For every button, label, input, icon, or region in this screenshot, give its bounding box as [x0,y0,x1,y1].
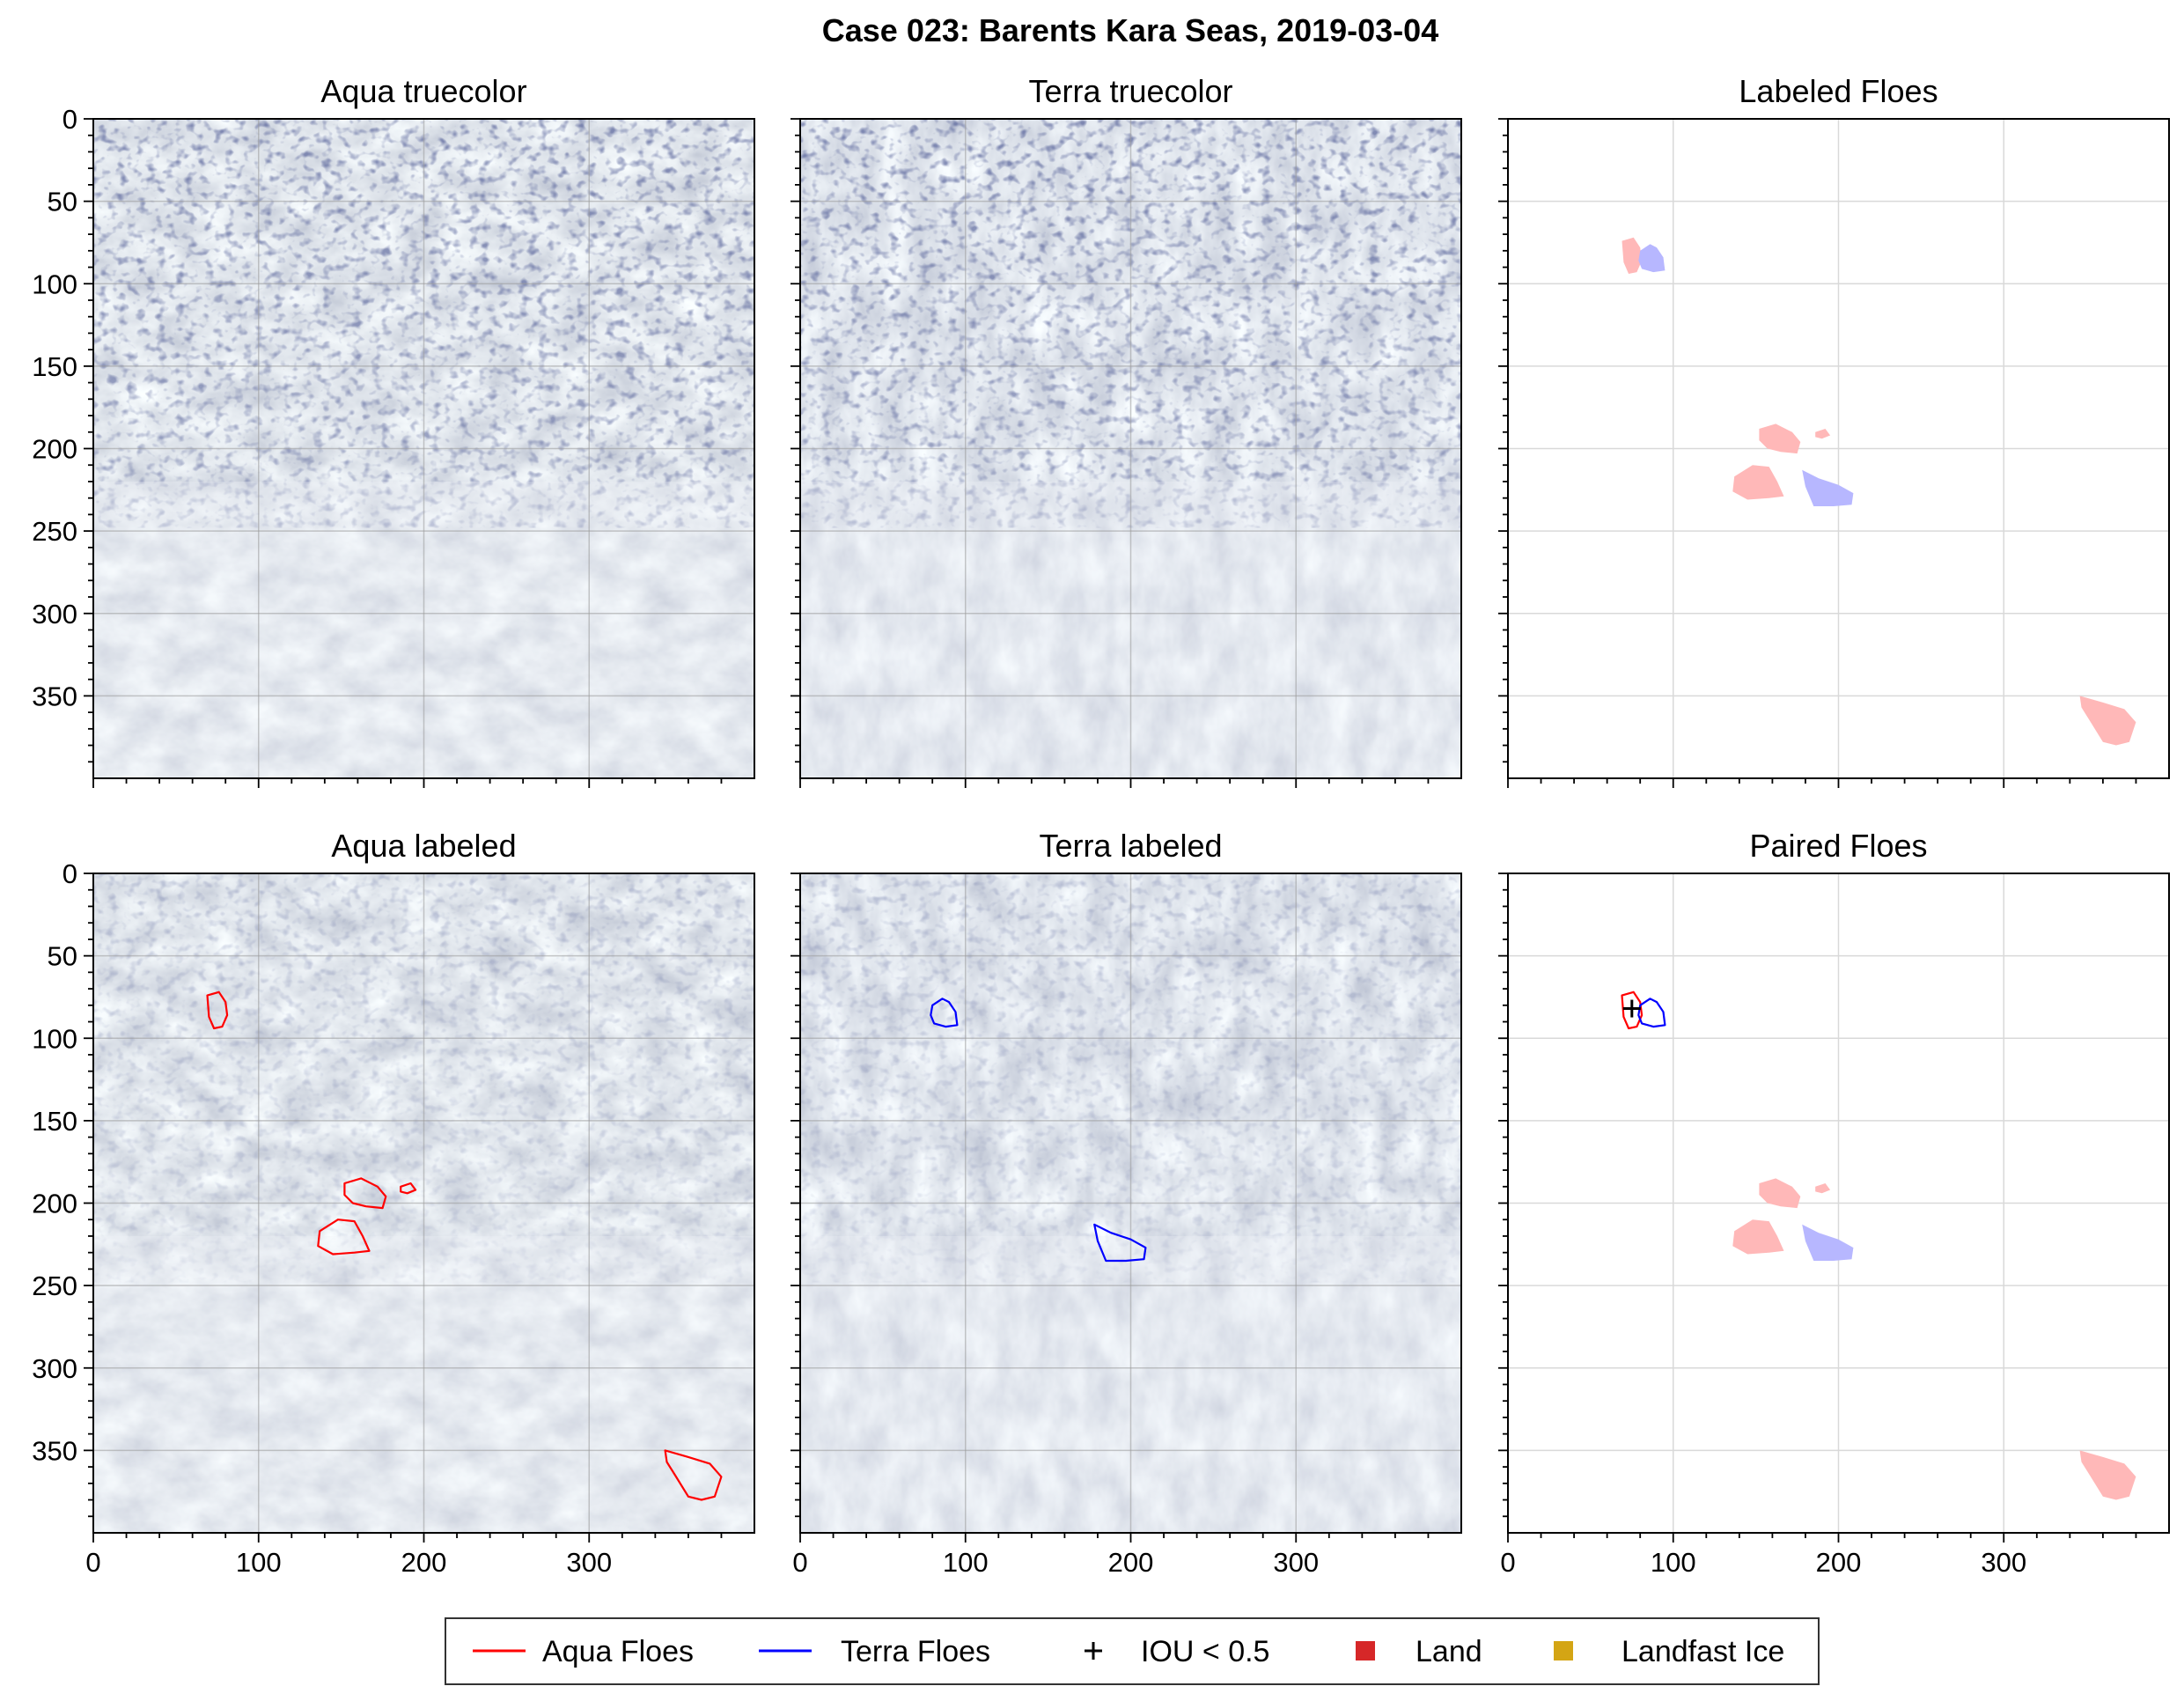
panel-title: Aqua labeled [331,828,516,864]
grid-lines [93,873,754,1533]
panel-paired-floes: Paired Floes 0 100 200 300 [1498,828,2170,1578]
aqua-floe [206,990,229,1030]
terra-floe [1093,1223,1147,1263]
panel-title: Labeled Floes [1739,73,1938,109]
aqua-floe [2079,1450,2136,1500]
panel-title: Aqua truecolor [320,73,526,109]
panel-labeled-floes: Labeled Floes [1498,73,2170,788]
aqua-floe [1621,990,1644,1030]
panel-title: Paired Floes [1749,828,1927,864]
x-tick-label: 100 [236,1547,282,1578]
terra-floe [1802,1224,1854,1261]
legend-label-aqua-floes: Aqua Floes [542,1635,694,1668]
x-tick-label: 0 [85,1547,100,1578]
tick-marks [791,118,1430,788]
terra-floe [1638,244,1666,273]
aqua-floe [1621,237,1643,274]
y-tick-label: 50 [48,187,77,217]
y-tick-label: 250 [32,1270,77,1301]
aqua-floe [343,1177,387,1210]
y-tick-label: 200 [32,1189,77,1219]
grid-lines [1508,119,2169,778]
y-tick-label: 200 [32,434,77,465]
y-tick-label: 100 [32,1023,77,1054]
legend-frame [445,1617,1820,1685]
aqua-floe [664,1449,723,1501]
aqua-floe [317,1219,371,1256]
y-tick-label: 50 [48,941,77,972]
y-tick-label: 250 [32,516,77,547]
x-tick-label: 200 [401,1547,447,1578]
aqua-floe [2079,696,2136,746]
legend-label-iou: IOU < 0.5 [1141,1635,1269,1668]
legend-item-terra-floes: Terra Floes [759,1635,990,1668]
terra-floe [1637,998,1666,1028]
x-tick-label: 300 [1981,1547,2026,1578]
floe-layer [1621,237,2136,746]
panel-aqua-truecolor: Aqua truecolor 0 50 100 150 200 250 300 350 [32,73,755,788]
floe-layer [930,998,1147,1263]
plus-marker-icon [1085,1642,1102,1660]
y-tick-label: 150 [32,351,77,382]
legend: Aqua Floes Terra Floes IOU < 0.5 Land La… [445,1617,1820,1685]
y-tick-label: 300 [32,599,77,630]
landfast-ice-square-icon [1554,1641,1573,1660]
panel-terra-labeled: Terra labeled 0 100 200 300 [791,828,1462,1578]
y-tick-label: 300 [32,1353,77,1384]
x-tick-label: 200 [1816,1547,1862,1578]
panel-terra-truecolor: Terra truecolor [791,73,1462,788]
floe-layer [206,990,723,1501]
panel-grid: Aqua truecolor 0 50 100 150 200 250 300 350 Terra… [32,73,2170,1578]
aqua-floe [1759,423,1801,454]
x-tick-label: 0 [792,1547,807,1578]
panel-aqua-labeled: Aqua labeled 0 100 200 300 0 50 100 150 200 250 300… [32,828,755,1578]
y-tick-label: 350 [32,681,77,711]
legend-label-terra-floes: Terra Floes [841,1635,990,1668]
grid-lines [800,873,1461,1533]
panel-title: Terra truecolor [1028,73,1232,109]
legend-item-iou: IOU < 0.5 [1085,1635,1269,1668]
grid-lines [1508,873,2169,1533]
x-tick-label: 0 [1500,1547,1515,1578]
y-tick-label: 350 [32,1435,77,1466]
aqua-floe [1732,465,1784,500]
y-tick-label: 0 [63,104,77,135]
panel-title: Terra labeled [1039,828,1222,864]
legend-item-aqua-floes: Aqua Floes [473,1635,694,1668]
floe-layer [1621,990,2136,1500]
tick-marks [84,118,723,788]
x-tick-label: 100 [943,1547,989,1578]
x-tick-label: 300 [1273,1547,1319,1578]
y-tick-label: 150 [32,1106,77,1137]
tick-marks [84,873,723,1543]
tick-marks [791,873,1430,1543]
figure-suptitle: Case 023: Barents Kara Seas, 2019-03-04 [822,12,1438,48]
terra-floe [1802,469,1854,506]
legend-label-landfast-ice: Landfast Ice [1621,1635,1784,1668]
x-tick-label: 200 [1108,1547,1154,1578]
aqua-floe [1732,1219,1784,1255]
tick-marks [1498,118,2137,788]
grid-lines [93,119,754,778]
y-tick-label: 100 [32,269,77,299]
terra-floe [930,998,959,1028]
x-tick-label: 100 [1651,1547,1696,1578]
aqua-floe [400,1182,417,1195]
y-tick-label: 0 [63,858,77,889]
grid-lines [800,119,1461,778]
land-square-icon [1356,1641,1375,1660]
legend-item-landfast-ice: Landfast Ice [1554,1635,1784,1668]
legend-label-land: Land [1416,1635,1482,1668]
legend-item-land: Land [1356,1635,1482,1668]
aqua-floe [1815,429,1831,439]
tick-marks [1498,873,2137,1543]
aqua-floe [1759,1178,1801,1209]
x-tick-label: 300 [566,1547,612,1578]
iou-plus-marker [1622,999,1641,1018]
aqua-floe [1815,1183,1831,1194]
